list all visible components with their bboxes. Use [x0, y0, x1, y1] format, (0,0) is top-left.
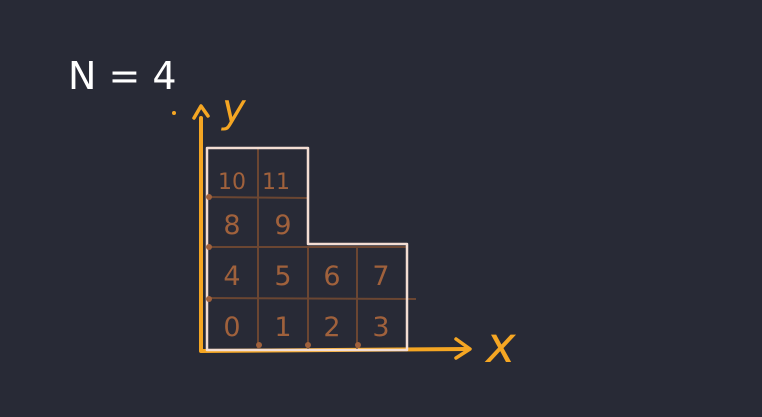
cell-label-3: 3	[372, 312, 389, 343]
y-axis: y	[172, 86, 247, 352]
y-axis-label: y	[221, 86, 247, 132]
cell-label-1: 1	[274, 312, 291, 343]
cell-label-10: 10	[218, 170, 246, 195]
cell-label-2: 2	[323, 312, 340, 343]
cell-label-4: 4	[223, 261, 240, 292]
cell-label-6: 6	[323, 261, 340, 292]
title-n-equals-4: N = 4	[68, 54, 177, 98]
cell-label-7: 7	[372, 261, 389, 292]
cell-label-5: 5	[274, 261, 291, 292]
x-axis-label: x	[484, 316, 516, 374]
cell-label-9: 9	[274, 210, 291, 241]
axis-tick-dots	[206, 194, 361, 348]
grid-lines	[206, 148, 417, 350]
cell-label-8: 8	[223, 210, 240, 241]
grid-outline	[205, 146, 409, 352]
cell-label-11: 11	[262, 170, 290, 195]
cell-labels: 0 1 2 3 4 5 6 7 8 9 10 11	[218, 170, 390, 343]
cell-label-0: 0	[223, 312, 240, 343]
